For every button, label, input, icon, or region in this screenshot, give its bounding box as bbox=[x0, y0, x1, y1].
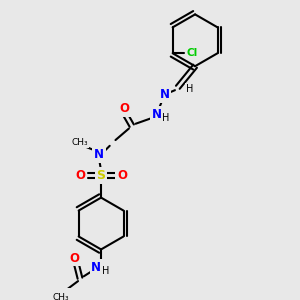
Text: N: N bbox=[152, 108, 162, 121]
Text: H: H bbox=[102, 266, 110, 275]
Text: H: H bbox=[162, 113, 169, 123]
Text: H: H bbox=[186, 84, 193, 94]
Text: CH₃: CH₃ bbox=[72, 138, 88, 147]
Text: N: N bbox=[159, 88, 170, 101]
Text: CH₃: CH₃ bbox=[52, 293, 69, 300]
Text: N: N bbox=[91, 261, 101, 274]
Text: S: S bbox=[97, 169, 106, 182]
Text: O: O bbox=[117, 169, 127, 182]
Text: Cl: Cl bbox=[186, 48, 197, 58]
Text: O: O bbox=[69, 252, 79, 265]
Text: O: O bbox=[75, 169, 85, 182]
Text: O: O bbox=[119, 102, 129, 115]
Text: N: N bbox=[94, 148, 104, 161]
